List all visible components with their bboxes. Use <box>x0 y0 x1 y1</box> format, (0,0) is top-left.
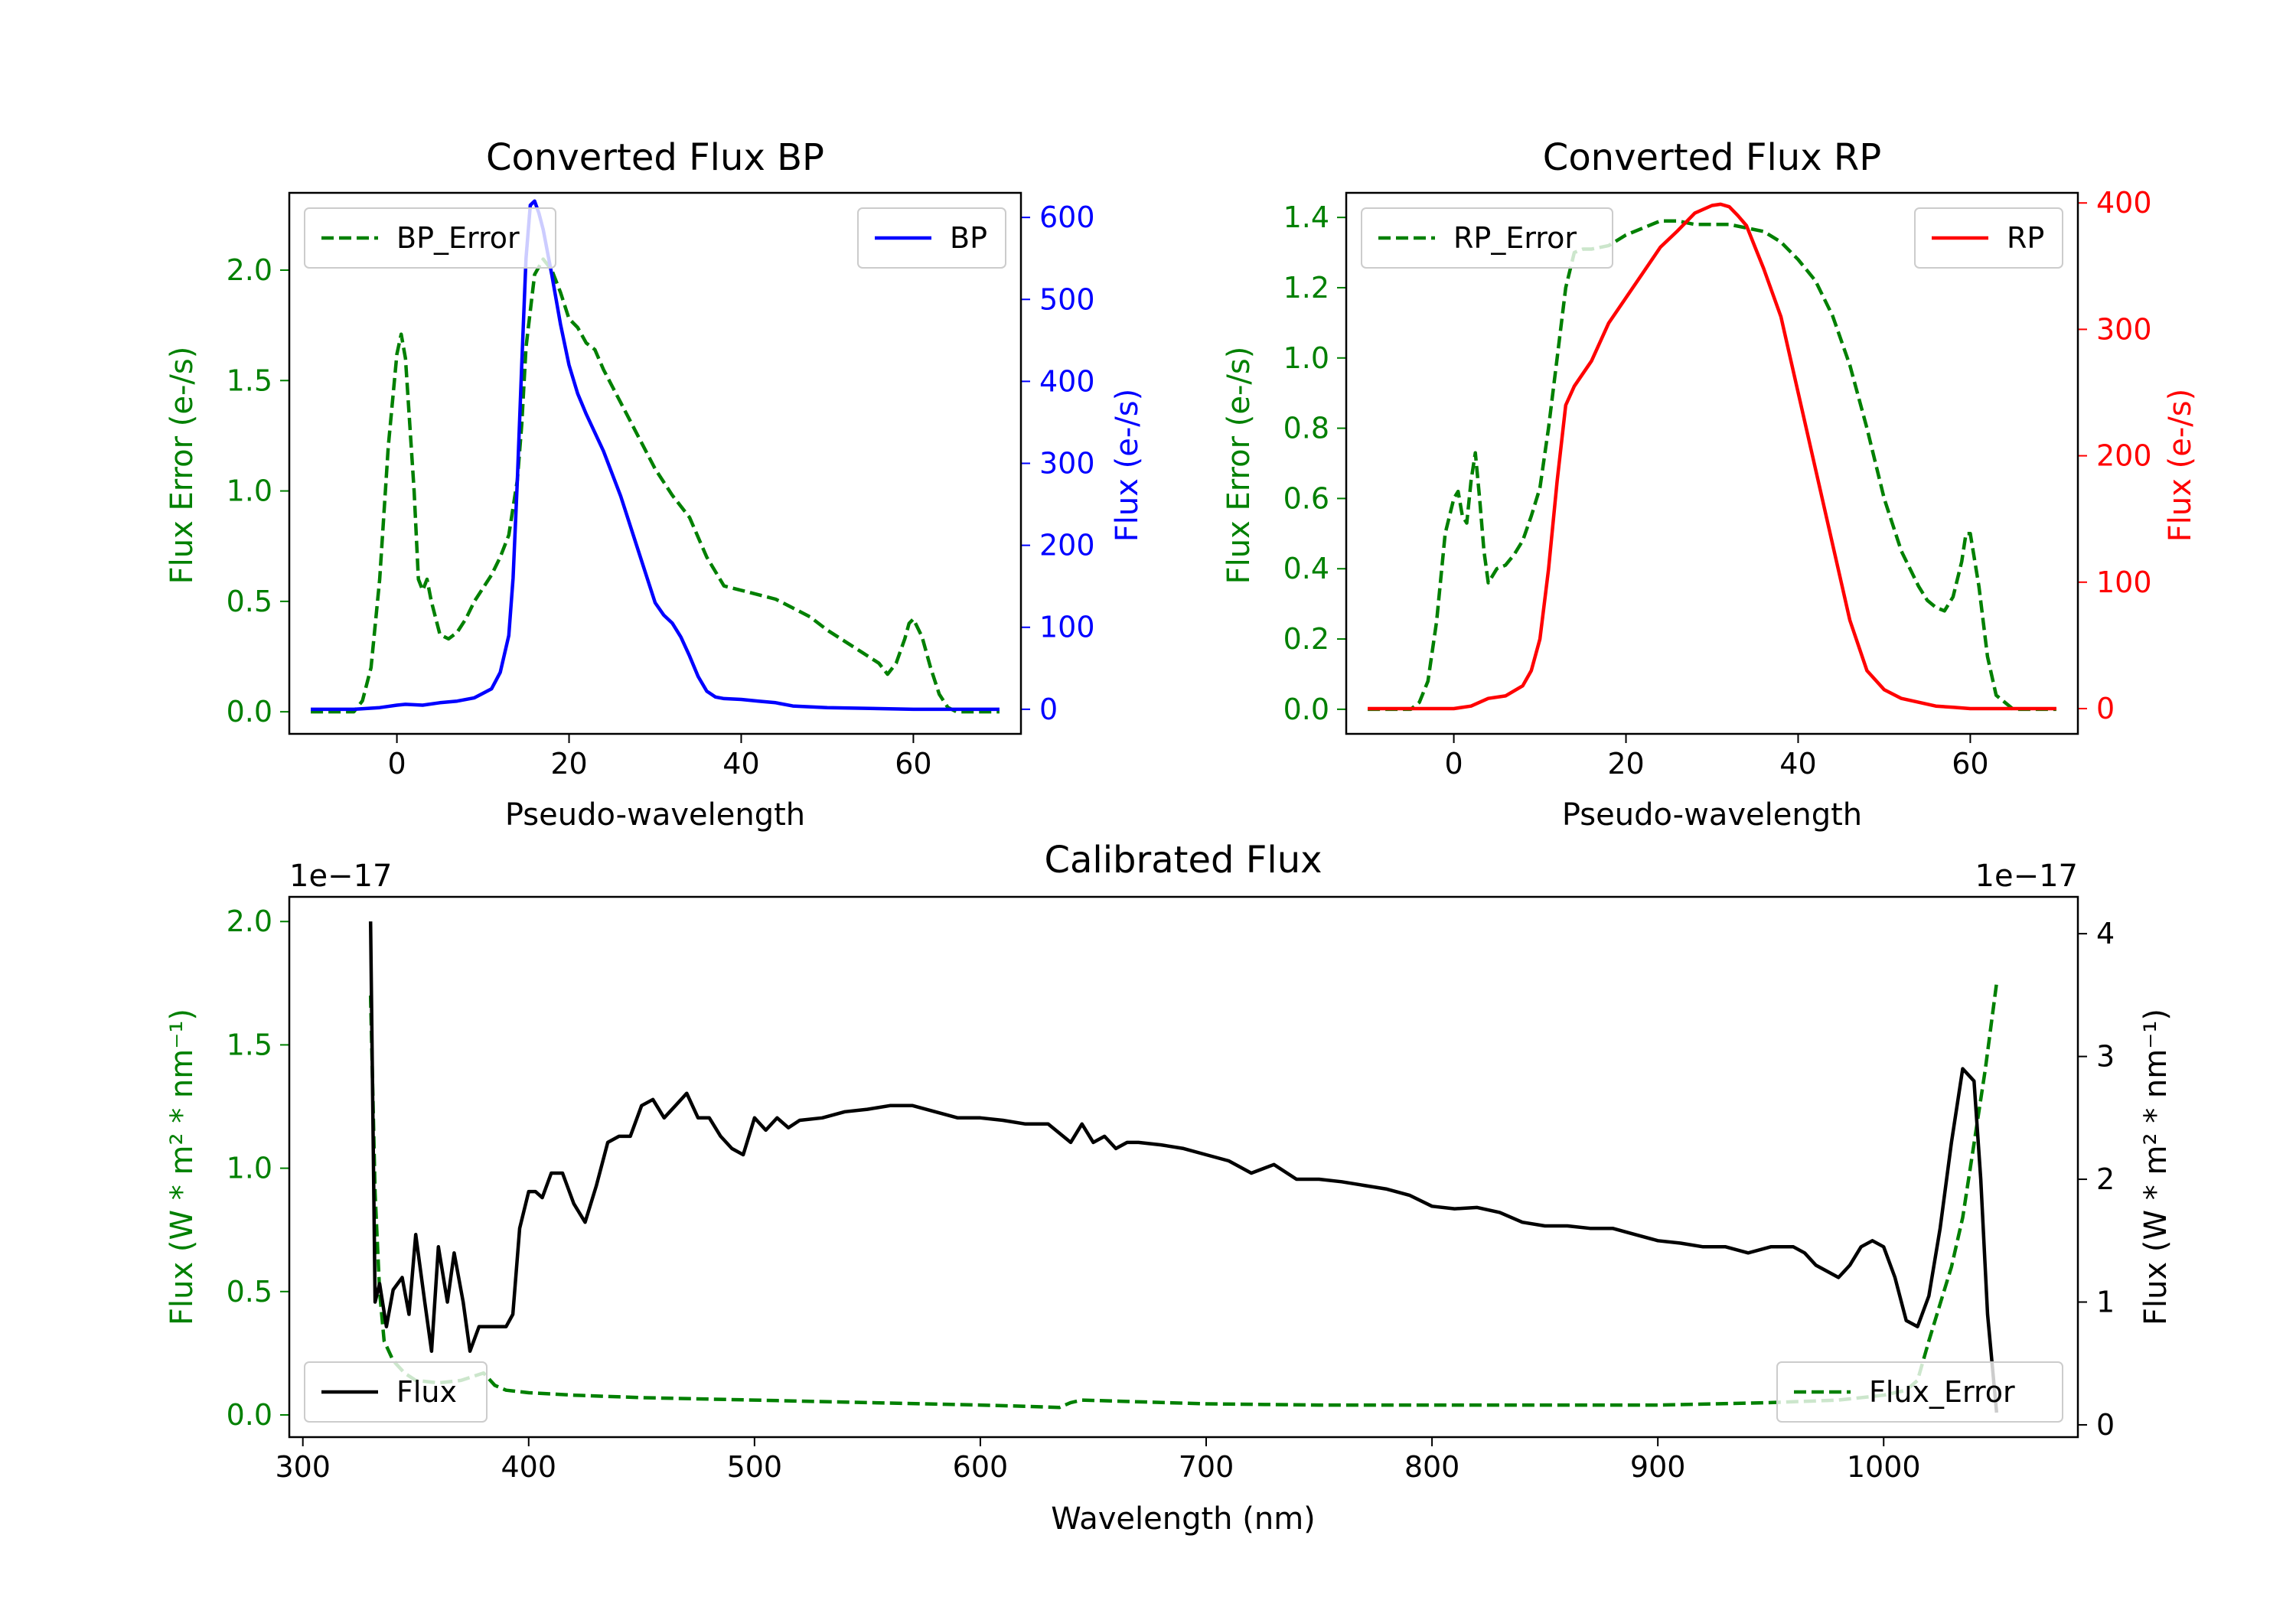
rp-ytick-left-label: 0.4 <box>1283 552 1329 585</box>
calibrated-ylabel-left: Flux (W * m² * nm⁻¹) <box>165 1009 200 1325</box>
calibrated-ytick-right-label: 0 <box>2096 1408 2115 1442</box>
rp-xtick-label: 40 <box>1779 747 1816 781</box>
bp-ylabel-left: Flux Error (e-/s) <box>165 347 200 585</box>
bp-title: Converted Flux BP <box>486 136 824 179</box>
bp-legend-bp: BP <box>857 207 1006 269</box>
rp-legend-rp-error: RP_Error <box>1361 207 1613 269</box>
legend-label: BP_Error <box>396 221 520 255</box>
calibrated-xtick-label: 400 <box>501 1450 557 1484</box>
bp-ytick-left-label: 0.0 <box>227 695 272 729</box>
rp-series-rp-error <box>1368 219 2056 712</box>
calibrated-ytick-left-label: 1.5 <box>227 1028 272 1061</box>
calibrated-xlabel: Wavelength (nm) <box>1051 1501 1316 1537</box>
bp-ytick-left-label: 1.5 <box>227 363 272 397</box>
bp-ytick-right-label: 100 <box>1039 611 1095 644</box>
calibrated-xtick-label: 700 <box>1179 1450 1234 1484</box>
bp-ytick-left-label: 1.0 <box>227 474 272 508</box>
rp-ytick-left-label: 1.4 <box>1283 200 1329 234</box>
legend-label: RP_Error <box>1453 221 1577 255</box>
calibrated-ytick-left-label: 0.0 <box>227 1398 272 1432</box>
bp-axes-frame <box>288 191 1022 735</box>
rp-ylabel-left: Flux Error (e-/s) <box>1221 347 1257 585</box>
rp-panel: Converted Flux RP 0 20 40 60 0.0 0.2 0.4 0.6 0.8… <box>1221 136 2198 833</box>
bp-ytick-right-label: 600 <box>1039 200 1095 234</box>
calibrated-offset-left: 1e−17 <box>289 859 392 894</box>
rp-ytick-left-label: 0.6 <box>1283 481 1329 515</box>
calibrated-ytick-right-label: 4 <box>2096 917 2115 950</box>
calibrated-ytick-right-label: 2 <box>2096 1162 2115 1196</box>
bp-series-bp <box>311 199 1000 712</box>
calibrated-xtick-label: 1000 <box>1847 1450 1921 1484</box>
calibrated-offset-right: 1e−17 <box>1975 859 2078 894</box>
legend-label: Flux_Error <box>1869 1375 2015 1409</box>
calibrated-ytick-left-label: 0.5 <box>227 1275 272 1309</box>
rp-ytick-left-label: 1.0 <box>1283 341 1329 375</box>
bp-ytick-right-label: 400 <box>1039 364 1095 398</box>
bp-ytick-right-label: 0 <box>1039 693 1058 726</box>
calibrated-xtick-label: 300 <box>275 1450 331 1484</box>
calibrated-ytick-left-label: 1.0 <box>227 1152 272 1185</box>
calibrated-legend-flux: Flux <box>304 1361 488 1423</box>
calibrated-ytick-right-label: 1 <box>2096 1286 2115 1319</box>
rp-axes-frame <box>1345 191 2079 735</box>
calibrated-series-flux <box>368 921 1999 1413</box>
legend-label: Flux <box>396 1375 457 1409</box>
bp-ytick-left-label: 2.0 <box>227 253 272 287</box>
rp-ytick-left-label: 0.0 <box>1283 693 1329 726</box>
legend-box <box>1361 207 1613 269</box>
legend-label: RP <box>2007 221 2044 255</box>
bp-series-bp-error <box>311 257 1000 714</box>
calibrated-xtick-label: 900 <box>1630 1450 1686 1484</box>
rp-xlabel: Pseudo-wavelength <box>1562 797 1862 833</box>
rp-series-rp <box>1368 202 2056 711</box>
legend-box <box>857 207 1006 269</box>
rp-ytick-left-label: 1.2 <box>1283 271 1329 305</box>
rp-ytick-right-label: 300 <box>2096 312 2152 346</box>
calibrated-axes-frame <box>288 895 2079 1439</box>
calibrated-panel: Calibrated Flux 1e−17 1e−17 300 400 500 600… <box>165 839 2174 1537</box>
bp-ytick-right-label: 200 <box>1039 529 1095 562</box>
legend-box <box>304 1361 488 1423</box>
rp-xtick-label: 20 <box>1607 747 1644 781</box>
bp-xlabel: Pseudo-wavelength <box>505 797 805 833</box>
rp-xtick-label: 60 <box>1952 747 1988 781</box>
rp-ytick-left-label: 0.8 <box>1283 412 1329 445</box>
legend-box <box>1776 1361 2063 1423</box>
bp-ytick-left-label: 0.5 <box>227 585 272 618</box>
bp-xtick-label: 20 <box>550 747 587 781</box>
bp-ytick-right-label: 300 <box>1039 447 1095 481</box>
bp-ylabel-right: Flux (e-/s) <box>1110 389 1145 542</box>
rp-ytick-right-label: 400 <box>2096 186 2152 220</box>
legend-label: BP <box>950 221 987 255</box>
bp-xtick-label: 0 <box>387 747 406 781</box>
bp-plot: 0 20 40 60 0.0 0.5 1.0 1.5 2.0 0 100 200 300 400 500 60… <box>227 199 1095 781</box>
rp-title: Converted Flux RP <box>1543 136 1881 179</box>
bp-xtick-label: 60 <box>895 747 931 781</box>
rp-legend-rp: RP <box>1914 207 2063 269</box>
bp-xtick-label: 40 <box>722 747 759 781</box>
calibrated-xtick-label: 800 <box>1404 1450 1460 1484</box>
calibrated-legend-flux-error: Flux_Error <box>1776 1361 2063 1423</box>
calibrated-ylabel-right: Flux (W * m² * nm⁻¹) <box>2138 1009 2174 1325</box>
rp-ytick-right-label: 100 <box>2096 566 2152 599</box>
calibrated-title: Calibrated Flux <box>1044 839 1322 882</box>
bp-ytick-right-label: 500 <box>1039 282 1095 316</box>
calibrated-xtick-label: 500 <box>727 1450 783 1484</box>
rp-ylabel-right: Flux (e-/s) <box>2163 389 2198 542</box>
calibrated-ytick-left-label: 2.0 <box>227 905 272 938</box>
bp-legend-bp-error: BP_Error <box>304 207 556 269</box>
rp-plot: 0 20 40 60 0.0 0.2 0.4 0.6 0.8 1.0 1.2 1.4 0 100 200 30… <box>1283 186 2152 781</box>
bp-panel: Converted Flux BP 0 20 40 60 0.0 0.5 1.0 1.5 2.0… <box>165 136 1145 833</box>
legend-box <box>1914 207 2063 269</box>
calibrated-xtick-label: 600 <box>953 1450 1009 1484</box>
calibrated-ytick-right-label: 3 <box>2096 1040 2115 1074</box>
rp-ytick-right-label: 200 <box>2096 439 2152 473</box>
rp-xtick-label: 0 <box>1444 747 1463 781</box>
legend-box <box>304 207 556 269</box>
calibrated-plot: 300 400 500 600 700 800 900 1000 0.0 0.5 1.0 1.5 2.0… <box>227 905 2115 1484</box>
rp-ytick-right-label: 0 <box>2096 692 2115 725</box>
rp-ytick-left-label: 0.2 <box>1283 622 1329 656</box>
